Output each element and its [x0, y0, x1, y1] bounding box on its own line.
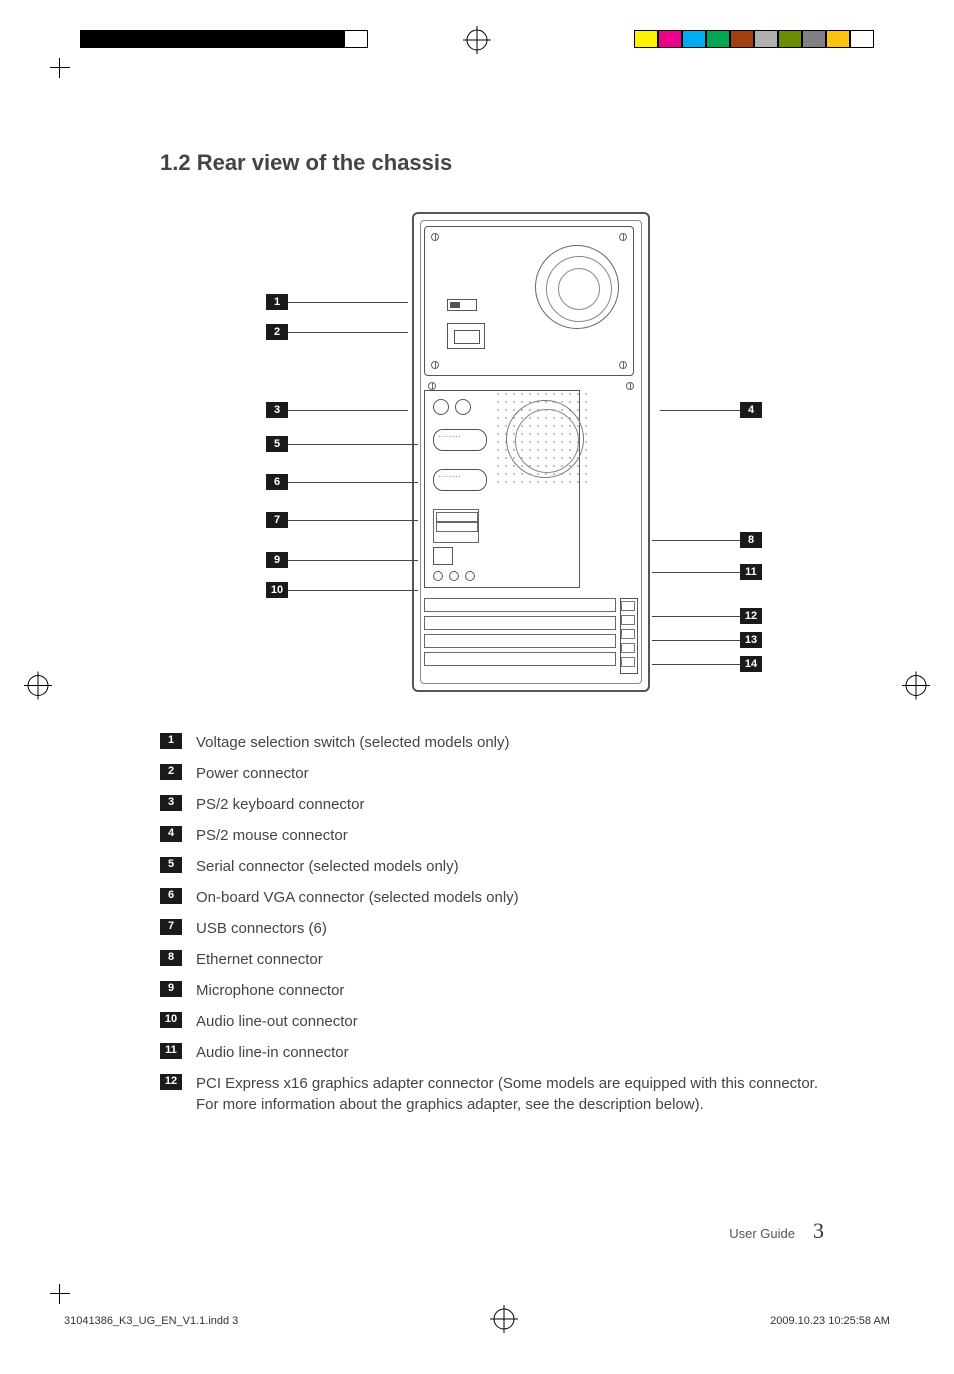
psu-area — [424, 226, 634, 376]
legend-item-6: 6 On-board VGA connector (selected models… — [160, 887, 844, 908]
callout-9: 9 — [266, 552, 418, 568]
ps2-port-icon — [455, 399, 471, 415]
legend-number: 3 — [160, 795, 182, 811]
legend-text: Serial connector (selected models only) — [196, 856, 844, 877]
callout-7: 7 — [266, 512, 418, 528]
callout-number: 14 — [740, 656, 762, 672]
callout-number: 6 — [266, 474, 288, 490]
callout-3: 3 — [266, 402, 408, 418]
legend-item-3: 3 PS/2 keyboard connector — [160, 794, 844, 815]
registration-target-right — [902, 672, 930, 705]
ps2-port-icon — [433, 399, 449, 415]
legend-item-12: 12 PCI Express x16 graphics adapter conne… — [160, 1073, 844, 1115]
audio-jack-icon — [465, 571, 475, 581]
reg-swatches-right — [634, 30, 874, 48]
callout-2: 2 — [266, 324, 408, 340]
usb-ports-icon — [433, 509, 479, 543]
expansion-slots — [424, 598, 638, 674]
callout-12: 12 — [652, 608, 762, 624]
legend-number: 7 — [160, 919, 182, 935]
callout-number: 3 — [266, 402, 288, 418]
legend-text: Audio line-in connector — [196, 1042, 844, 1063]
legend-item-2: 2 Power connector — [160, 763, 844, 784]
callout-number: 11 — [740, 564, 762, 580]
callout-number: 2 — [266, 324, 288, 340]
callout-6: 6 — [266, 474, 418, 490]
crop-mark — [50, 1284, 70, 1304]
legend-number: 11 — [160, 1043, 182, 1059]
chassis-outline — [412, 212, 650, 692]
legend-number: 2 — [160, 764, 182, 780]
crop-mark — [50, 58, 70, 78]
legend-number: 9 — [160, 981, 182, 997]
file-info: 31041386_K3_UG_EN_V1.1.indd 3 — [64, 1315, 238, 1327]
registration-marks-top — [0, 30, 954, 56]
section-title: 1.2 Rear view of the chassis — [160, 150, 844, 176]
legend-item-4: 4 PS/2 mouse connector — [160, 825, 844, 846]
callout-number: 12 — [740, 608, 762, 624]
callout-number: 4 — [740, 402, 762, 418]
legend-list: 1 Voltage selection switch (selected mode… — [160, 732, 844, 1115]
serial-port-icon — [433, 429, 487, 451]
vga-port-icon — [433, 469, 487, 491]
legend-item-9: 9 Microphone connector — [160, 980, 844, 1001]
registration-target-left — [24, 672, 52, 705]
callout-1: 1 — [266, 294, 408, 310]
legend-number: 6 — [160, 888, 182, 904]
legend-text: PS/2 mouse connector — [196, 825, 844, 846]
legend-item-1: 1 Voltage selection switch (selected mode… — [160, 732, 844, 753]
callout-4: 4 — [660, 402, 762, 418]
legend-text: Voltage selection switch (selected model… — [196, 732, 844, 753]
power-connector-icon — [447, 323, 485, 349]
legend-text: Power connector — [196, 763, 844, 784]
legend-text: Microphone connector — [196, 980, 844, 1001]
callout-5: 5 — [266, 436, 418, 452]
legend-number: 8 — [160, 950, 182, 966]
case-fan-icon — [506, 400, 584, 478]
page-footer: User Guide 3 — [729, 1218, 824, 1244]
voltage-switch-icon — [447, 299, 477, 311]
registration-target-top — [463, 26, 491, 59]
reg-swatches-left — [80, 30, 368, 48]
legend-text: USB connectors (6) — [196, 918, 844, 939]
legend-number: 12 — [160, 1074, 182, 1090]
audio-jack-icon — [433, 571, 443, 581]
legend-number: 5 — [160, 857, 182, 873]
callout-11: 11 — [652, 564, 762, 580]
chassis-diagram: 123567910 4811121314 — [242, 212, 762, 702]
legend-text: Ethernet connector — [196, 949, 844, 970]
audio-jack-icon — [449, 571, 459, 581]
ethernet-port-icon — [433, 547, 453, 565]
callout-8: 8 — [652, 532, 762, 548]
legend-item-8: 8 Ethernet connector — [160, 949, 844, 970]
callout-number: 7 — [266, 512, 288, 528]
callout-number: 10 — [266, 582, 288, 598]
callout-14: 14 — [652, 656, 762, 672]
psu-fan-icon — [535, 245, 619, 329]
callout-number: 5 — [266, 436, 288, 452]
legend-number: 10 — [160, 1012, 182, 1028]
callout-number: 8 — [740, 532, 762, 548]
legend-number: 4 — [160, 826, 182, 842]
print-footer: 31041386_K3_UG_EN_V1.1.indd 3 2009.10.23… — [64, 1305, 890, 1336]
legend-item-5: 5 Serial connector (selected models only) — [160, 856, 844, 877]
callout-10: 10 — [266, 582, 418, 598]
callout-number: 9 — [266, 552, 288, 568]
legend-item-11: 11 Audio line-in connector — [160, 1042, 844, 1063]
legend-number: 1 — [160, 733, 182, 749]
legend-item-7: 7 USB connectors (6) — [160, 918, 844, 939]
legend-text: Audio line-out connector — [196, 1011, 844, 1032]
print-timestamp: 2009.10.23 10:25:58 AM — [770, 1315, 890, 1327]
page-content: 1.2 Rear view of the chassis — [160, 150, 844, 1125]
guide-label: User Guide — [729, 1226, 795, 1241]
legend-text: On-board VGA connector (selected models … — [196, 887, 844, 908]
callout-number: 1 — [266, 294, 288, 310]
callout-number: 13 — [740, 632, 762, 648]
legend-text: PS/2 keyboard connector — [196, 794, 844, 815]
legend-text: PCI Express x16 graphics adapter connect… — [196, 1073, 844, 1115]
callout-13: 13 — [652, 632, 762, 648]
page-number: 3 — [813, 1218, 824, 1244]
registration-target-bottom — [490, 1305, 518, 1336]
legend-item-10: 10 Audio line-out connector — [160, 1011, 844, 1032]
